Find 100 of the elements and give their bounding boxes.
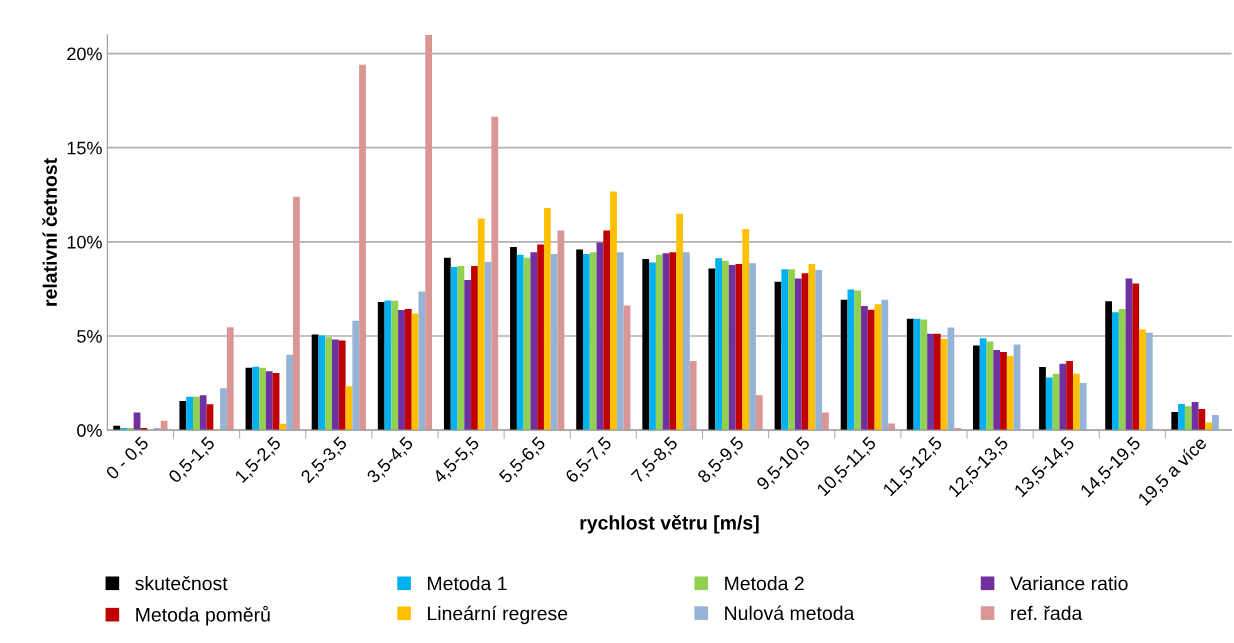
bar bbox=[126, 427, 134, 431]
bar bbox=[722, 260, 729, 431]
bar bbox=[404, 309, 412, 431]
bar bbox=[443, 257, 451, 431]
bar bbox=[1212, 415, 1219, 431]
bar bbox=[359, 64, 366, 431]
bar bbox=[259, 367, 266, 431]
bar bbox=[192, 396, 200, 431]
bar bbox=[120, 427, 127, 431]
bar bbox=[537, 244, 544, 431]
bar bbox=[906, 318, 914, 431]
bar bbox=[927, 333, 934, 431]
bar bbox=[140, 427, 148, 431]
bar bbox=[788, 269, 795, 431]
bar bbox=[1132, 283, 1140, 431]
bar bbox=[530, 252, 538, 431]
bar bbox=[1105, 301, 1113, 431]
bar bbox=[755, 395, 763, 431]
bar bbox=[338, 340, 346, 431]
bar bbox=[1039, 367, 1046, 431]
bar bbox=[160, 420, 168, 431]
legend-label: Nulová metoda bbox=[725, 605, 855, 621]
bar bbox=[582, 253, 590, 431]
bar bbox=[1205, 422, 1213, 431]
bar bbox=[398, 310, 405, 431]
bar bbox=[491, 116, 499, 431]
legend-label: Metoda 1 bbox=[428, 576, 507, 591]
bar bbox=[279, 423, 287, 431]
bar bbox=[1139, 329, 1146, 431]
bar bbox=[954, 427, 962, 431]
legend-label: Metoda 2 bbox=[725, 576, 804, 591]
bar bbox=[1045, 377, 1053, 431]
bar bbox=[742, 229, 750, 431]
bar bbox=[1145, 332, 1153, 431]
bar bbox=[1006, 355, 1014, 431]
bar bbox=[808, 263, 816, 431]
bar bbox=[610, 191, 617, 431]
bar bbox=[979, 338, 987, 431]
y-tick-label: 5% bbox=[77, 330, 102, 343]
bar bbox=[543, 207, 551, 431]
bar bbox=[418, 291, 426, 431]
legend-label: ref. řada bbox=[1011, 605, 1083, 621]
x-tick-label: 0 - 0,5 bbox=[105, 435, 151, 482]
legend-label: skutečnost bbox=[135, 575, 228, 591]
bar bbox=[286, 354, 294, 431]
bar bbox=[550, 253, 558, 431]
bar bbox=[252, 366, 260, 431]
bar bbox=[1178, 403, 1185, 431]
bar bbox=[1066, 361, 1073, 431]
bar bbox=[471, 265, 478, 431]
bar bbox=[603, 230, 611, 431]
bar bbox=[113, 425, 121, 431]
bar bbox=[377, 302, 385, 431]
bar bbox=[689, 361, 697, 431]
bar bbox=[794, 278, 802, 431]
bar bbox=[1118, 309, 1126, 431]
bar bbox=[815, 270, 823, 431]
bar bbox=[861, 305, 868, 431]
bar bbox=[450, 266, 458, 431]
y-tick-label: 15% bbox=[67, 141, 102, 155]
y-tick-label: 10% bbox=[67, 235, 102, 249]
bar bbox=[265, 371, 273, 431]
bar bbox=[226, 327, 234, 431]
bar bbox=[715, 258, 723, 431]
bar bbox=[940, 338, 948, 431]
bar bbox=[993, 349, 1001, 431]
bar bbox=[920, 319, 928, 431]
legend-label: Lineární regrese bbox=[428, 605, 568, 625]
bar bbox=[1000, 352, 1007, 431]
bar bbox=[477, 218, 485, 431]
bar bbox=[1072, 373, 1080, 431]
bar bbox=[708, 268, 716, 431]
bar bbox=[728, 265, 736, 431]
y-axis-title: relativní četnost bbox=[42, 158, 57, 306]
bar bbox=[1198, 409, 1206, 431]
bar bbox=[642, 259, 650, 431]
bar bbox=[332, 339, 339, 431]
bar bbox=[888, 423, 895, 431]
bar bbox=[179, 400, 187, 431]
bar bbox=[649, 262, 656, 431]
bar bbox=[464, 280, 472, 431]
bar bbox=[881, 299, 889, 431]
bar bbox=[589, 252, 597, 431]
bar bbox=[1171, 412, 1179, 431]
x-axis-title: rychlost větru [m/s] bbox=[580, 514, 759, 534]
bar bbox=[1079, 383, 1087, 431]
bar bbox=[1184, 406, 1192, 431]
bar bbox=[616, 252, 624, 431]
y-tick-label: 20% bbox=[67, 47, 102, 61]
legend-label: Variance ratio bbox=[1010, 576, 1128, 591]
bar bbox=[669, 252, 677, 431]
bar bbox=[425, 34, 433, 431]
bar bbox=[676, 213, 683, 431]
bar bbox=[1112, 312, 1119, 431]
bar bbox=[1059, 363, 1067, 431]
bar bbox=[933, 333, 941, 431]
bar bbox=[516, 254, 524, 431]
bar bbox=[510, 246, 517, 431]
bar bbox=[153, 427, 161, 431]
bar bbox=[576, 249, 583, 431]
